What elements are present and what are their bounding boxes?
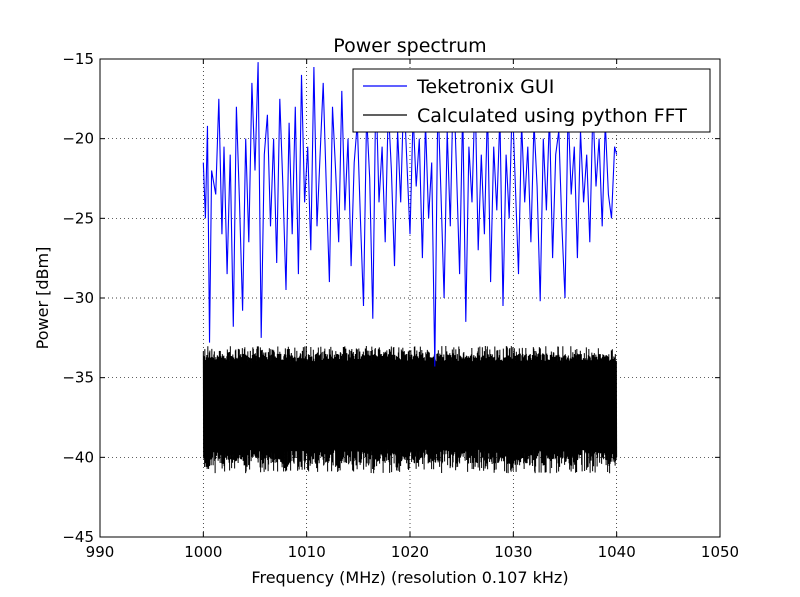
legend-label-python-fft: Calculated using python FFT: [417, 105, 687, 127]
chart-title: Power spectrum: [333, 35, 486, 57]
fft-noise-trace: [202, 345, 618, 474]
legend-box: [352, 68, 711, 133]
x-axis-label: Frequency (MHz) (resolution 0.107 kHz): [251, 568, 568, 587]
y-tick-label: −40: [62, 448, 94, 466]
y-tick-labels: −15 −20 −25 −30 −35 −40 −45: [62, 50, 94, 546]
y-tick-label: −35: [62, 369, 94, 387]
y-tick-label: −25: [62, 209, 94, 227]
series-teketronix-gui: [202, 62, 618, 367]
series-python-fft: [202, 345, 618, 474]
y-tick-label: −30: [62, 289, 94, 307]
x-tick-label: 1010: [288, 543, 326, 561]
y-tick-label: −45: [62, 528, 94, 546]
x-tick-label: 1050: [701, 543, 739, 561]
axis-ticks: [99, 58, 721, 538]
x-tick-label: 1020: [391, 543, 429, 561]
y-tick-label: −20: [62, 130, 94, 148]
x-tick-label: 1030: [494, 543, 532, 561]
teketronix-trace: [202, 62, 618, 367]
y-axis-label: Power [dBm]: [33, 247, 52, 350]
y-tick-label: −15: [62, 50, 94, 68]
x-tick-label: 1000: [184, 543, 222, 561]
x-tick-labels: 990 1000 1010 1020 1030 1040 1050: [86, 543, 739, 561]
legend: Teketronix GUI Calculated using python F…: [352, 68, 711, 133]
x-tick-label: 990: [86, 543, 115, 561]
x-tick-label: 1040: [598, 543, 636, 561]
legend-label-teketronix: Teketronix GUI: [416, 76, 554, 98]
